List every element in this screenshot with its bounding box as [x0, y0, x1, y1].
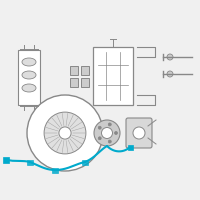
Bar: [70, 78, 78, 87]
Ellipse shape: [22, 71, 36, 79]
FancyBboxPatch shape: [126, 118, 152, 148]
Circle shape: [167, 71, 173, 77]
Bar: [81, 66, 89, 75]
Circle shape: [133, 127, 145, 139]
Circle shape: [108, 123, 111, 126]
Bar: [18, 50, 40, 105]
Circle shape: [114, 132, 118, 134]
Circle shape: [98, 126, 101, 129]
Bar: [3, 157, 9, 163]
Bar: [27, 160, 33, 164]
Bar: [52, 168, 58, 172]
Circle shape: [27, 95, 103, 171]
Circle shape: [167, 54, 173, 60]
Bar: [128, 145, 133, 150]
Circle shape: [102, 128, 112, 138]
Circle shape: [108, 140, 111, 143]
Ellipse shape: [22, 58, 36, 66]
Bar: [70, 66, 78, 75]
Circle shape: [94, 120, 120, 146]
Ellipse shape: [22, 84, 36, 92]
Bar: [81, 78, 89, 87]
Circle shape: [44, 112, 86, 154]
Circle shape: [59, 127, 71, 139]
Circle shape: [98, 137, 101, 140]
Bar: [82, 160, 88, 164]
Bar: [93, 47, 133, 105]
